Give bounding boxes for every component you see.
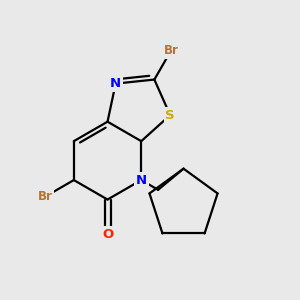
Text: Br: Br	[38, 190, 52, 203]
Text: N: N	[110, 77, 121, 90]
Text: O: O	[102, 228, 113, 241]
Text: N: N	[136, 174, 147, 187]
Text: Br: Br	[164, 44, 178, 57]
Text: S: S	[165, 109, 175, 122]
